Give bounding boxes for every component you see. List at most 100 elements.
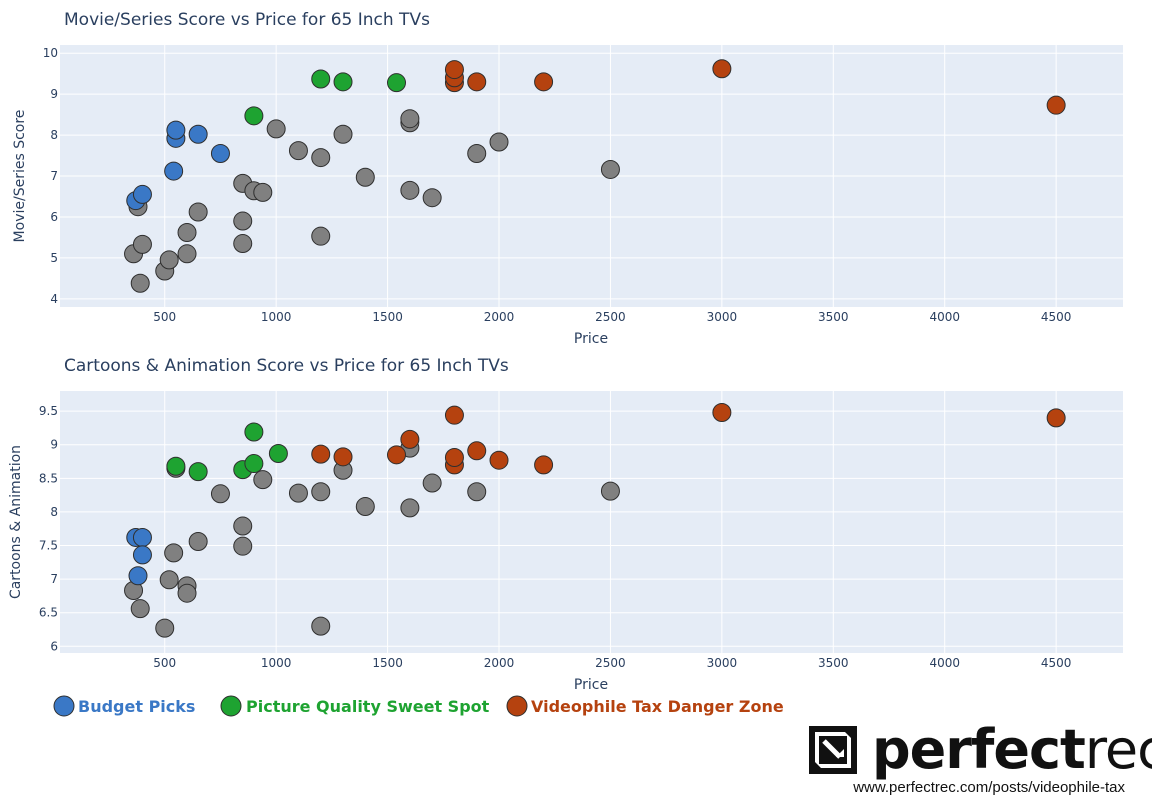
data-point-danger[interactable] [333,447,353,467]
data-point-other[interactable] [600,159,620,179]
data-point-other[interactable] [355,497,375,517]
data-point-danger[interactable] [534,455,554,475]
data-point-other[interactable] [266,119,286,139]
data-point-budget[interactable] [166,120,186,140]
data-point-other[interactable] [233,536,253,556]
y-axis-ticks: 6 6.5 7 7.5 8 8.5 9 9.5 [39,404,58,653]
brand-name-part2: rec [1085,718,1152,781]
data-point-sweet[interactable] [188,462,208,482]
data-point-danger[interactable] [712,59,732,79]
data-point-budget[interactable] [132,527,152,547]
data-point-budget[interactable] [128,566,148,586]
data-point-other[interactable] [400,498,420,518]
data-point-other[interactable] [159,570,179,590]
data-point-other[interactable] [311,616,331,636]
data-point-other[interactable] [288,141,308,161]
data-point-other[interactable] [164,543,184,563]
data-point-danger[interactable] [444,60,464,80]
y-axis-title: Movie/Series Score [12,110,28,243]
data-point-other[interactable] [188,531,208,551]
data-point-danger[interactable] [534,72,554,92]
data-point-sweet[interactable] [333,72,353,92]
data-point-sweet[interactable] [268,443,288,463]
data-points [124,59,1066,293]
brand-url[interactable]: www.perfectrec.com/posts/videophile-tax [852,779,1125,796]
data-point-other[interactable] [467,482,487,502]
data-point-danger[interactable] [1046,95,1066,115]
data-point-other[interactable] [422,188,442,208]
data-point-other[interactable] [233,211,253,231]
data-point-other[interactable] [155,618,175,638]
data-point-other[interactable] [130,599,150,619]
data-point-sweet[interactable] [166,456,186,476]
x-tick-label: 1500 [372,656,403,670]
data-point-other[interactable] [210,484,230,504]
x-tick-label: 1000 [261,656,292,670]
legend-marker-sweet-spot [220,695,242,717]
data-point-other[interactable] [288,483,308,503]
data-point-other[interactable] [177,244,197,264]
data-point-other[interactable] [467,143,487,163]
y-axis-title: Cartoons & Animation [8,445,24,599]
data-point-danger[interactable] [1046,408,1066,428]
data-point-budget[interactable] [210,143,230,163]
data-point-danger[interactable] [444,405,464,425]
legend-item-budget[interactable]: Budget Picks [53,695,195,717]
y-tick-label: 4 [50,292,58,306]
data-point-other[interactable] [311,148,331,168]
data-point-budget[interactable] [132,184,152,204]
data-point-danger[interactable] [387,445,407,465]
data-point-other[interactable] [333,124,353,144]
data-point-sweet[interactable] [244,454,264,474]
x-tick-label: 4500 [1041,656,1072,670]
data-point-other[interactable] [132,234,152,254]
legend-item-sweet-spot[interactable]: Picture Quality Sweet Spot [220,695,490,717]
data-point-other[interactable] [253,182,273,202]
data-point-other[interactable] [159,250,179,270]
data-point-budget[interactable] [132,545,152,565]
x-axis-ticks: 500 1000 1500 2000 2500 3000 3500 4000 4500 [153,310,1071,324]
y-tick-label: 10 [43,46,58,60]
data-point-other[interactable] [233,516,253,536]
data-point-sweet[interactable] [387,73,407,93]
data-point-other[interactable] [355,167,375,187]
data-point-other[interactable] [422,473,442,493]
x-tick-label: 4500 [1041,310,1072,324]
legend-item-danger-zone[interactable]: Videophile Tax Danger Zone [506,695,784,717]
data-point-other[interactable] [188,202,208,222]
data-point-other[interactable] [177,583,197,603]
data-point-other[interactable] [400,109,420,129]
x-tick-label: 2500 [595,310,626,324]
y-tick-label: 8 [50,128,58,142]
chart-title: Cartoons & Animation Score vs Price for … [64,356,509,376]
data-point-danger[interactable] [400,429,420,449]
legend-marker-danger-zone [506,695,528,717]
y-tick-label: 6 [50,639,58,653]
legend: Budget Picks Picture Quality Sweet Spot … [53,695,784,717]
data-point-other[interactable] [400,180,420,200]
x-tick-label: 3500 [818,310,849,324]
data-point-budget[interactable] [164,161,184,181]
data-point-other[interactable] [177,222,197,242]
data-point-other[interactable] [489,132,509,152]
data-point-danger[interactable] [467,441,487,461]
data-point-other[interactable] [233,234,253,254]
x-axis-title: Price [574,331,608,347]
y-tick-label: 6 [50,210,58,224]
legend-marker-budget [53,695,75,717]
data-point-budget[interactable] [188,124,208,144]
data-point-sweet[interactable] [244,106,264,126]
data-point-other[interactable] [600,481,620,501]
data-point-danger[interactable] [311,444,331,464]
data-point-sweet[interactable] [311,69,331,89]
data-point-danger[interactable] [489,450,509,470]
data-point-danger[interactable] [467,72,487,92]
data-point-other[interactable] [253,470,273,490]
data-point-danger[interactable] [712,402,732,422]
data-point-other[interactable] [311,482,331,502]
data-point-other[interactable] [130,273,150,293]
data-point-other[interactable] [311,226,331,246]
data-point-danger[interactable] [444,448,464,468]
data-point-sweet[interactable] [244,422,264,442]
